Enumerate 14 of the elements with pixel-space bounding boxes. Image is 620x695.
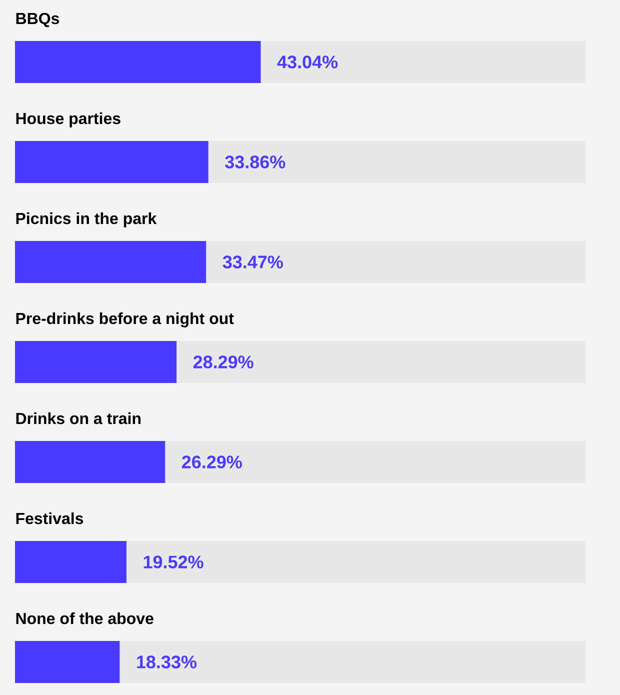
data-label: 43.04% (277, 56, 338, 68)
data-label: 19.52% (144, 556, 204, 568)
data-label: 18.33% (137, 656, 196, 668)
data-label: 28.29% (193, 356, 254, 368)
y-tick-label: Drinks on a train (16, 412, 141, 424)
data-label: 33.86% (225, 156, 286, 168)
data-label: 26.29% (182, 456, 242, 468)
y-tick-label: Festivals (16, 512, 84, 524)
y-tick-label: None of the above (16, 612, 154, 624)
y-tick-label: House parties (16, 112, 120, 128)
data-label: 33.47% (222, 256, 283, 268)
y-tick-label: BBQs (16, 12, 60, 28)
y-tick-label: Pre-drinks before a night out (16, 312, 234, 328)
y-tick-label: Picnics in the park (16, 212, 157, 228)
